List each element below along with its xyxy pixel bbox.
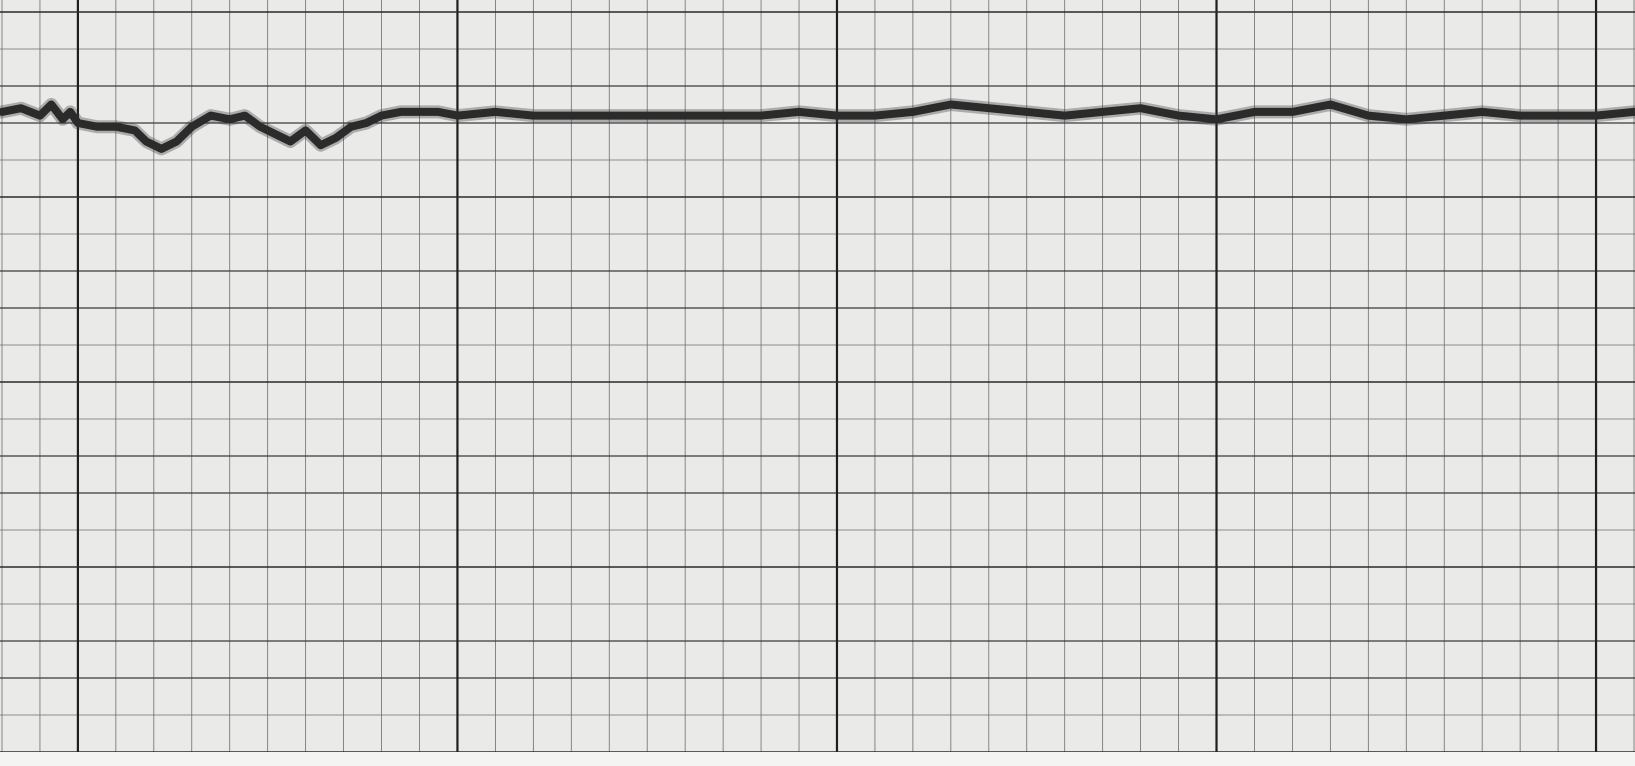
paper-bottom-edge: [0, 752, 1635, 766]
